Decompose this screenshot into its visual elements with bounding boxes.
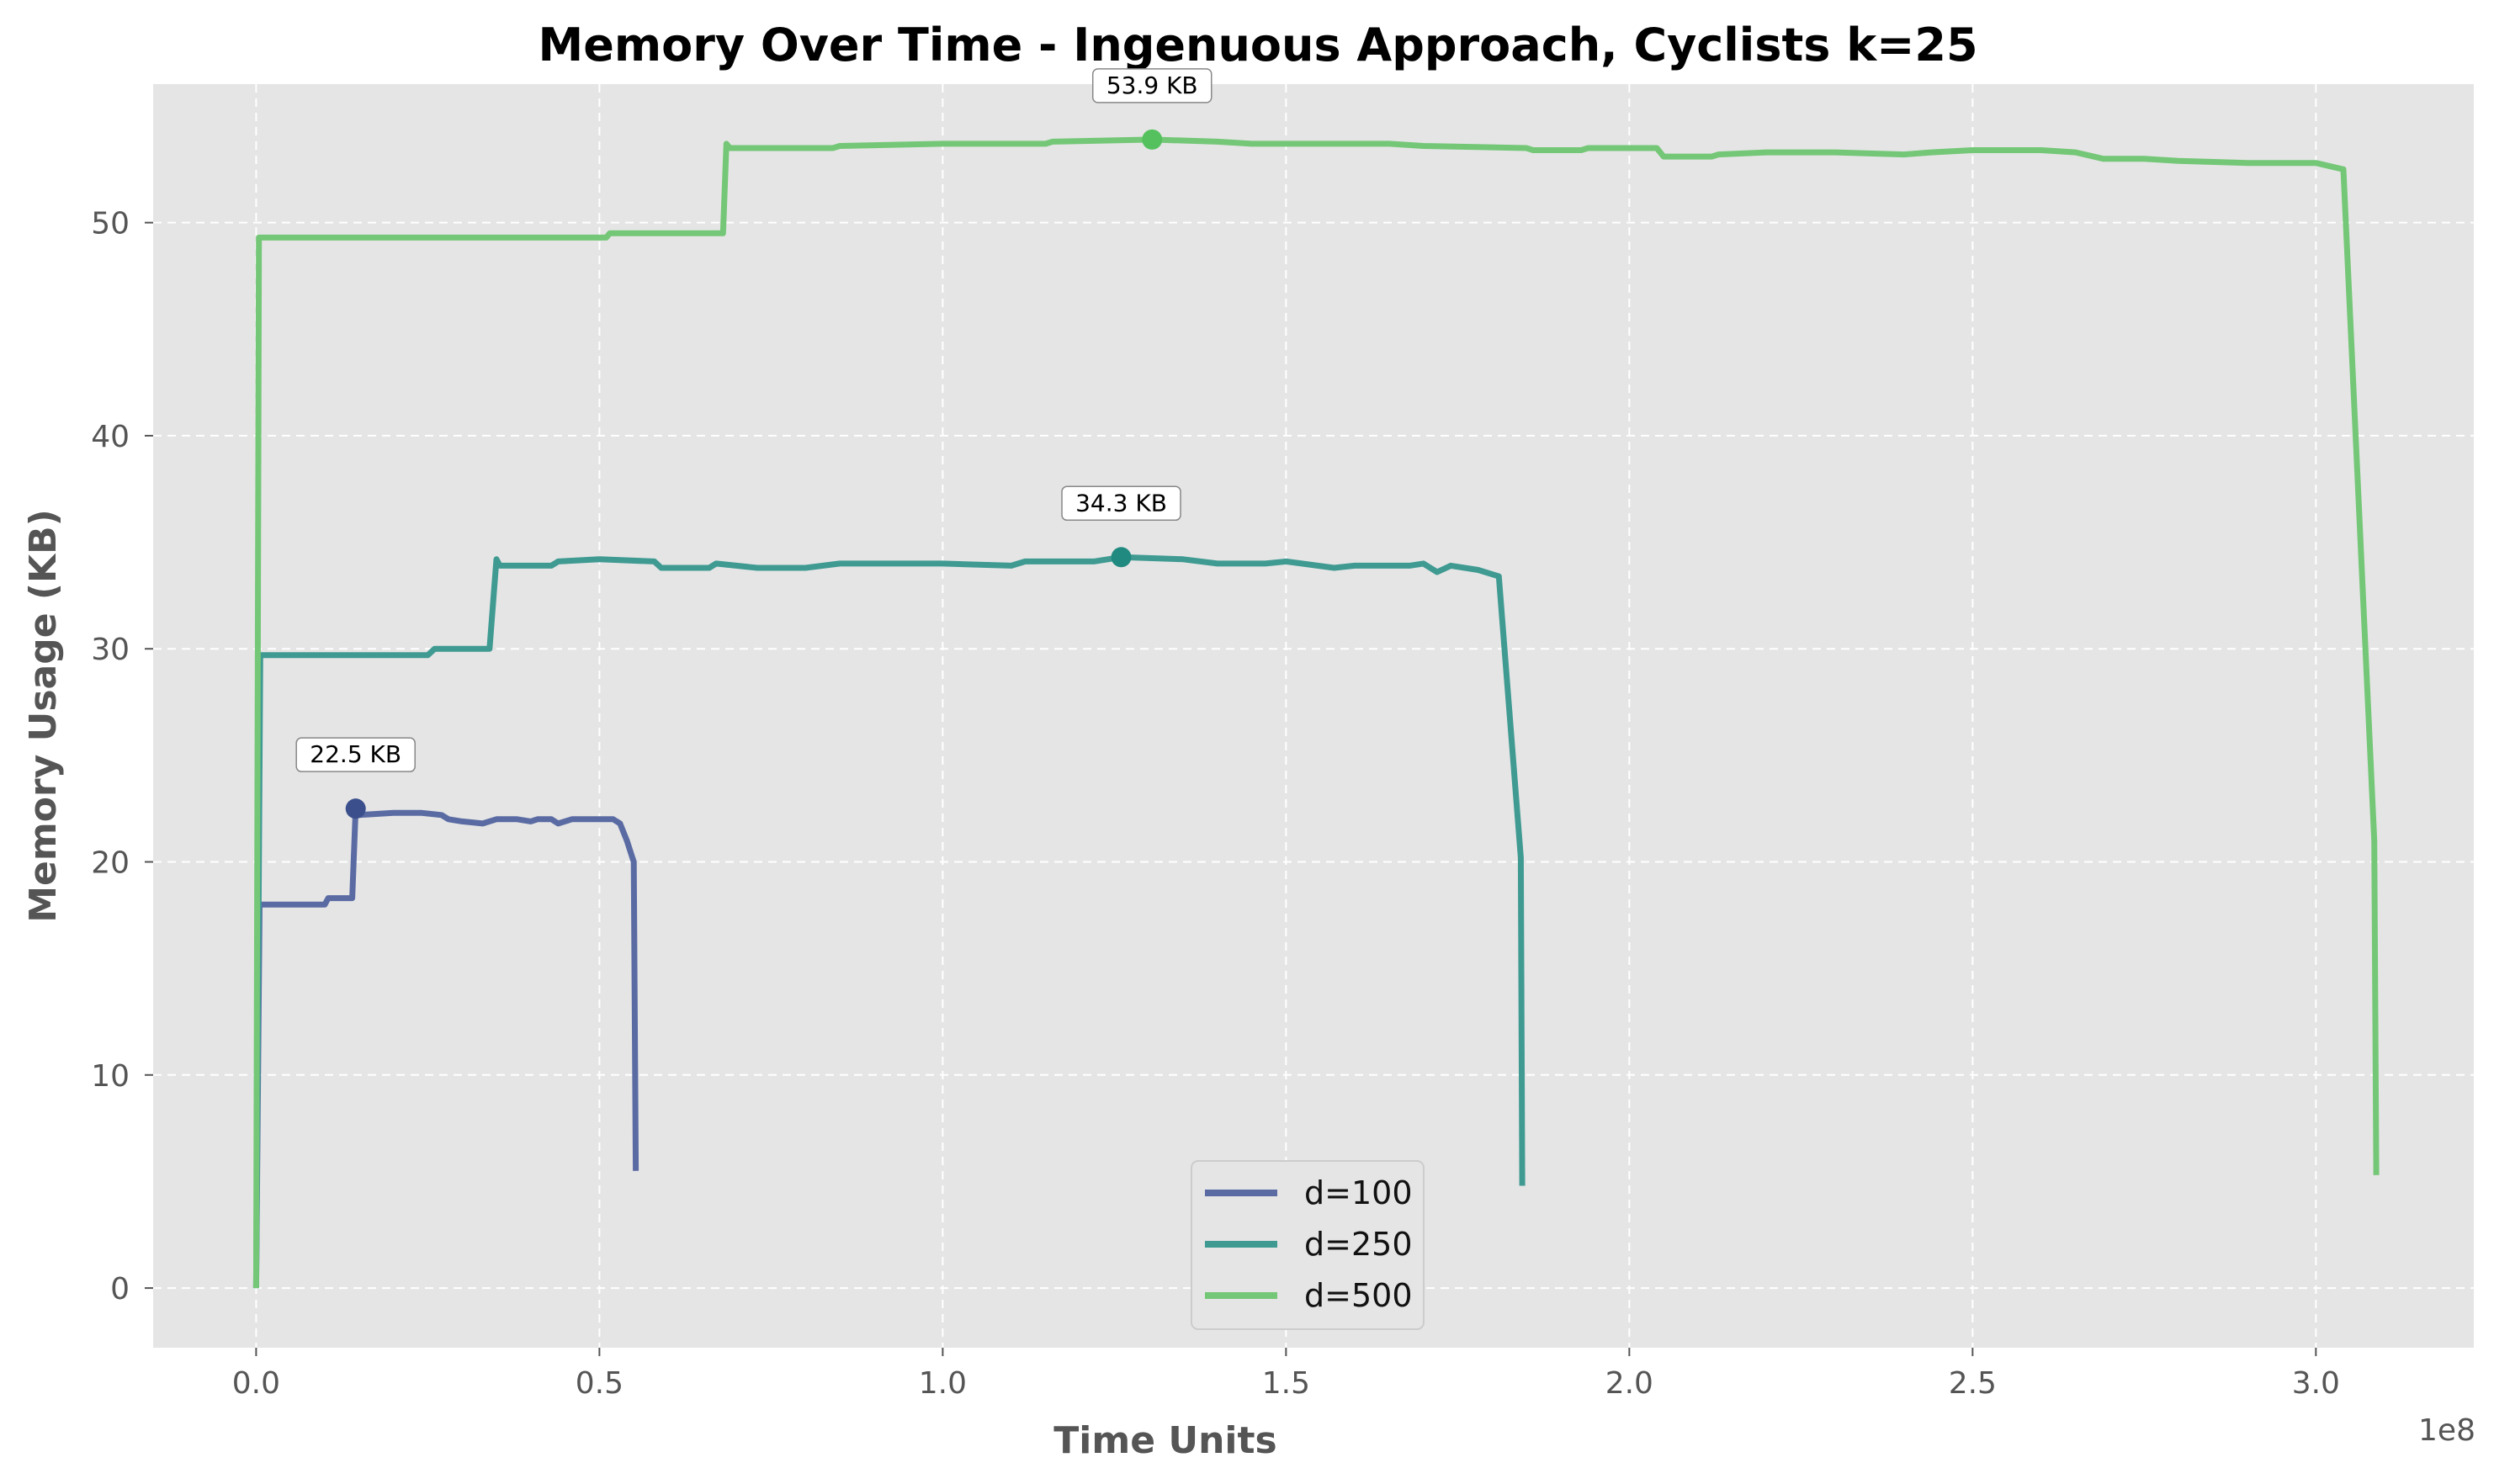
peak-markers: 22.5 KB 34.3 KB 53.9 KB xyxy=(295,68,1213,819)
peak-annotation-label: 22.5 KB xyxy=(310,740,401,768)
peak-annotation-box xyxy=(1091,68,1213,103)
y-tick-label: 20 xyxy=(91,846,130,881)
chart-title: Memory Over Time - Ingenuous Approach, C… xyxy=(538,19,1977,72)
peak-marker-d250 xyxy=(1111,547,1132,568)
y-tick-label: 40 xyxy=(91,420,130,454)
legend-label-d250: d=250 xyxy=(1304,1226,1413,1263)
peak-annotation-box xyxy=(1061,485,1181,522)
peak-annotation-box xyxy=(295,737,416,772)
peak-annotation-label: 34.3 KB xyxy=(1075,489,1167,517)
x-tick-label: 0.5 xyxy=(576,1366,624,1401)
y-tick-label: 30 xyxy=(91,633,130,667)
x-tick-label: 2.0 xyxy=(1605,1366,1653,1401)
series-line-d250 xyxy=(252,554,1526,1289)
peak-marker-d500 xyxy=(1142,129,1163,150)
y-tick-label: 0 xyxy=(110,1272,130,1306)
y-tick-label: 50 xyxy=(91,207,130,241)
series-line-d100 xyxy=(252,805,639,1289)
legend-label-d100: d=100 xyxy=(1304,1174,1413,1211)
x-axis-offset-label: 1e8 xyxy=(2418,1413,2475,1448)
plot-area xyxy=(153,84,2474,1348)
axis-ticks: 0.0 0.5 1.0 1.5 2.0 2.5 3.0 0 10 20 30 40 50 xyxy=(91,207,2340,1401)
legend-box xyxy=(1191,1160,1425,1330)
legend: d=100 d=250 d=500 xyxy=(1191,1160,1425,1330)
series-lines xyxy=(252,136,2380,1289)
x-tick-label: 3.0 xyxy=(2292,1366,2340,1401)
x-tick-label: 0.0 xyxy=(232,1366,280,1401)
peak-annotation-label: 53.9 KB xyxy=(1106,72,1198,99)
x-axis-label: Time Units xyxy=(1053,1419,1276,1462)
series-line-d500 xyxy=(252,136,2380,1289)
x-tick-label: 1.5 xyxy=(1262,1366,1310,1401)
x-tick-label: 1.0 xyxy=(919,1366,967,1401)
peak-marker-d100 xyxy=(345,798,366,819)
y-axis-label: Memory Usage (KB) xyxy=(22,509,65,923)
y-tick-label: 10 xyxy=(91,1059,130,1094)
x-tick-label: 2.5 xyxy=(1949,1366,1997,1401)
legend-label-d500: d=500 xyxy=(1304,1277,1413,1314)
